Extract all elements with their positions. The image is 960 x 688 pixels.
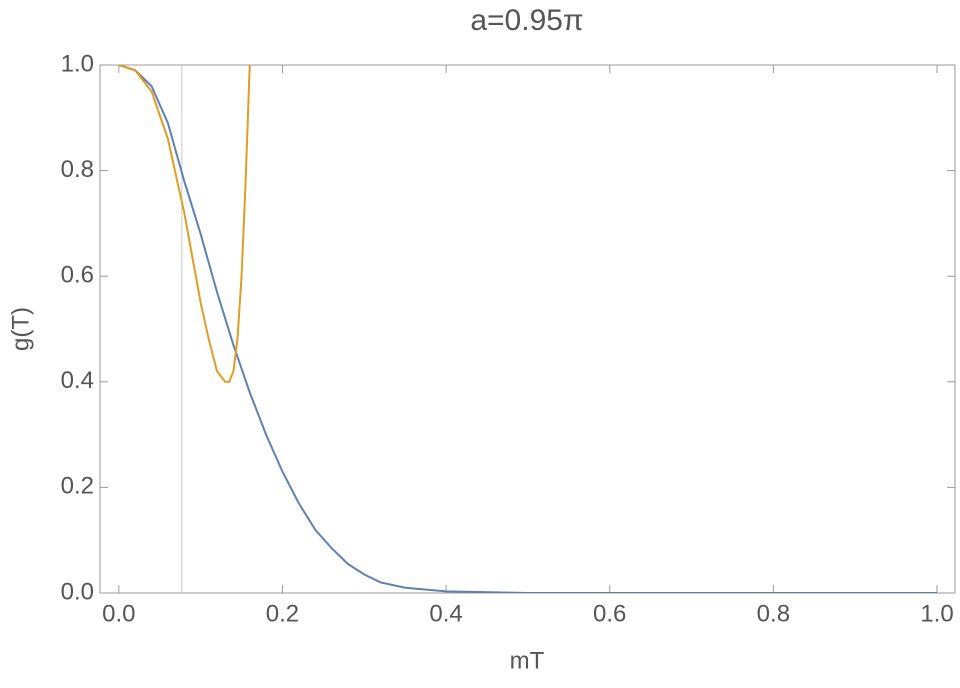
y-tick-label: 0.6 xyxy=(61,262,94,289)
x-tick-label: 1.0 xyxy=(920,600,953,627)
x-tick-label: 0.2 xyxy=(266,600,299,627)
series-line xyxy=(118,65,937,593)
y-tick-label: 0.8 xyxy=(61,156,94,183)
y-tick-label: 0.2 xyxy=(61,473,94,500)
x-tick-label: 0.0 xyxy=(102,600,135,627)
y-tick-label: 0.0 xyxy=(61,578,94,605)
y-tick-label: 0.4 xyxy=(61,367,94,394)
series-line xyxy=(118,65,251,383)
y-tick-label: 1.0 xyxy=(61,50,94,77)
x-axis-label: mT xyxy=(510,647,545,674)
chart-title: a=0.95π xyxy=(470,4,583,37)
x-tick-label: 0.8 xyxy=(757,600,790,627)
y-axis-label: g(T) xyxy=(7,307,34,351)
x-tick-label: 0.4 xyxy=(429,600,462,627)
x-tick-label: 0.6 xyxy=(593,600,626,627)
